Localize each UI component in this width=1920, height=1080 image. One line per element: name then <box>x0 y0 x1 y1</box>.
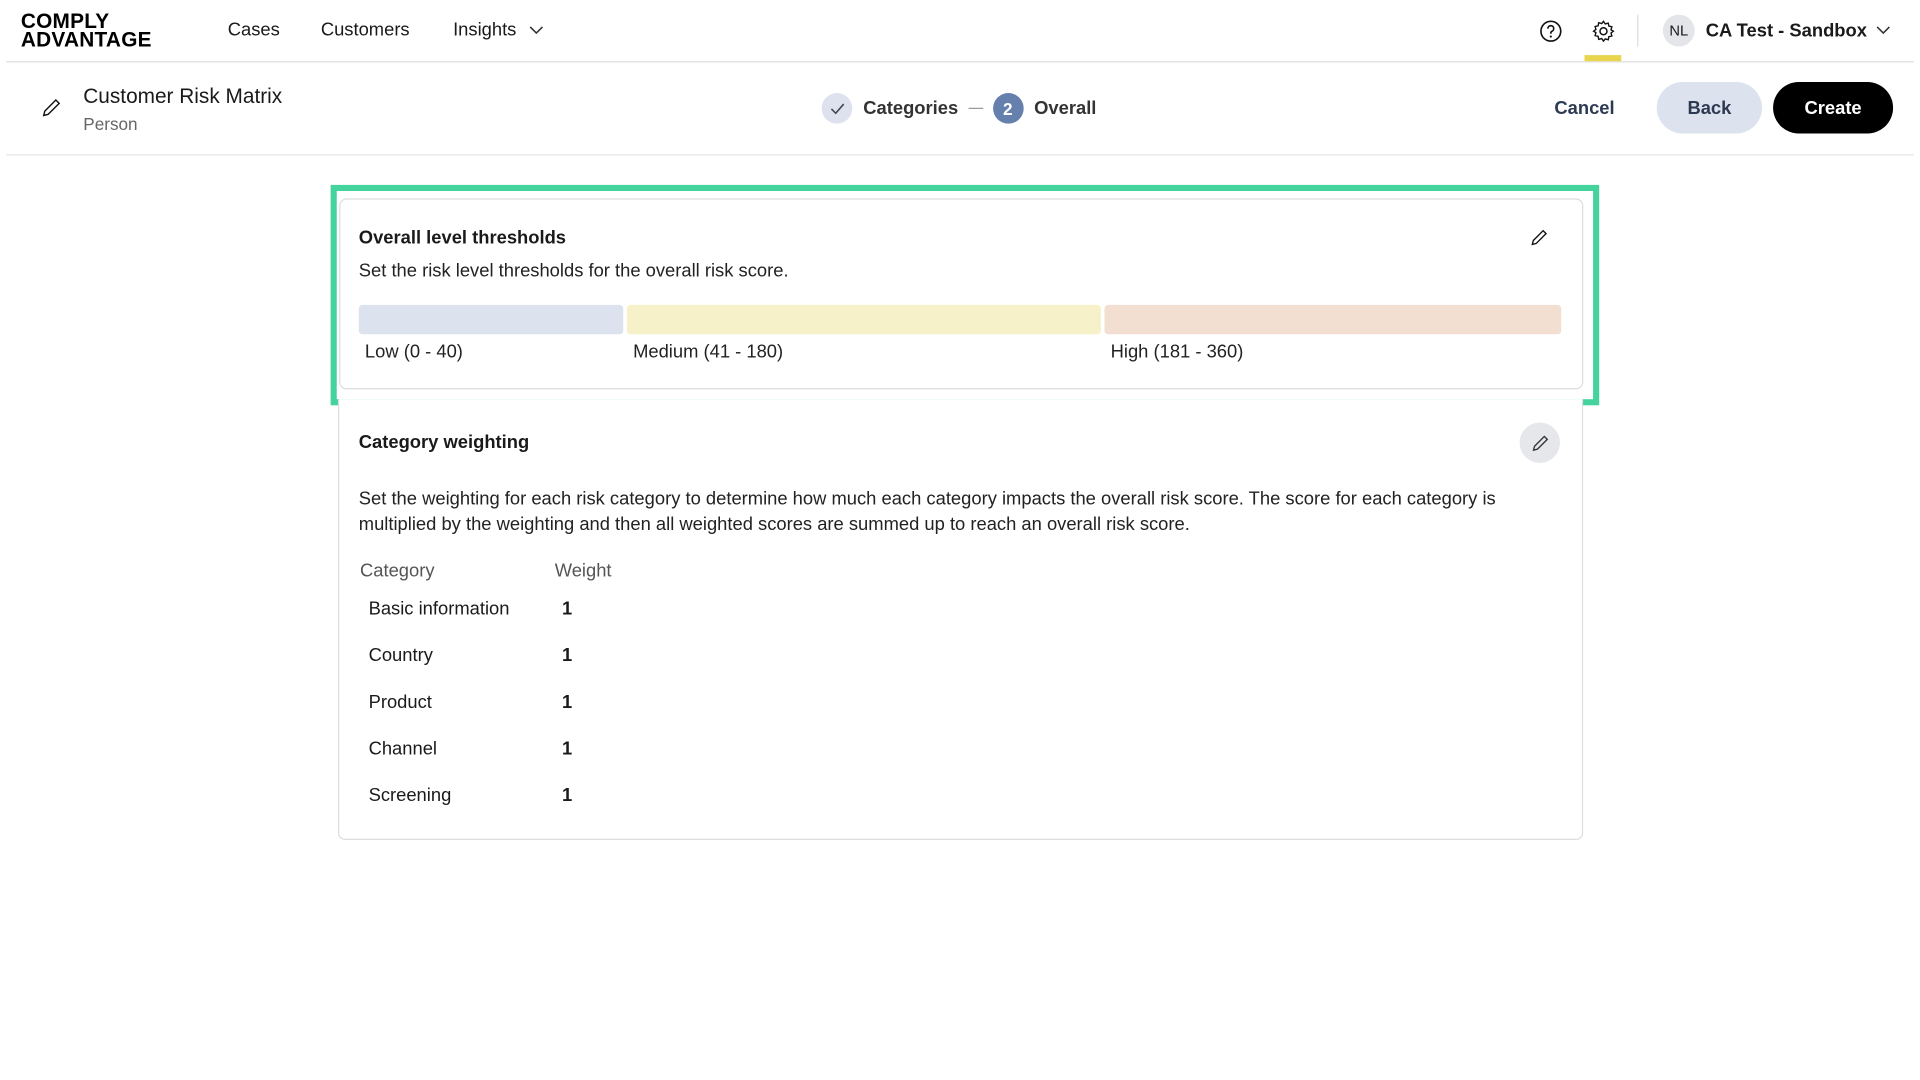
cancel-button[interactable]: Cancel <box>1554 97 1615 119</box>
logo-line-1: COMPLY <box>20 9 110 34</box>
thresholds-description: Set the risk level thresholds for the ov… <box>358 260 789 282</box>
settings-gear-icon[interactable] <box>1591 18 1615 42</box>
step-connector <box>968 107 983 109</box>
settings-active-indicator <box>1584 55 1622 62</box>
row-category: Basic information <box>368 598 510 620</box>
row-weight: 1 <box>562 691 573 713</box>
threshold-bar-medium <box>626 304 1101 335</box>
edit-pencil-icon[interactable] <box>39 96 63 120</box>
threshold-bar-high <box>1104 304 1562 335</box>
page-subtitle: Person <box>83 113 138 134</box>
top-navigation <box>6 0 1914 63</box>
row-weight: 1 <box>562 645 573 667</box>
back-button[interactable]: Back <box>1656 82 1763 134</box>
step-number-badge: 2 <box>992 93 1024 124</box>
edit-weighting-pencil-icon[interactable] <box>1519 422 1561 463</box>
threshold-label-medium: Medium (41 - 180) <box>633 341 784 363</box>
nav-insights-label: Insights <box>453 19 517 41</box>
threshold-label-high: High (181 - 360) <box>1110 341 1244 363</box>
nav-cases[interactable]: Cases <box>227 19 280 41</box>
help-icon[interactable] <box>1538 18 1562 42</box>
column-header-weight: Weight <box>554 560 612 582</box>
threshold-bar-low <box>358 304 624 335</box>
account-menu[interactable]: NL CA Test - Sandbox <box>1662 14 1890 47</box>
step-categories: Categories <box>863 97 959 119</box>
page-header <box>6 62 1914 156</box>
chevron-down-icon <box>1876 26 1890 35</box>
divider <box>1637 14 1639 47</box>
category-weighting-card <box>337 399 1584 841</box>
row-weight: 1 <box>562 784 573 806</box>
check-icon <box>821 93 853 124</box>
row-weight: 1 <box>562 738 573 760</box>
edit-thresholds-pencil-icon[interactable] <box>1528 227 1550 249</box>
thresholds-title: Overall level thresholds <box>358 227 567 249</box>
nav-customers[interactable]: Customers <box>320 19 410 41</box>
row-category: Country <box>368 645 433 667</box>
threshold-label-low: Low (0 - 40) <box>364 341 463 363</box>
account-name: CA Test - Sandbox <box>1705 20 1867 42</box>
weighting-description: Set the weighting for each risk category… <box>358 488 1496 536</box>
create-button[interactable]: Create <box>1773 82 1894 134</box>
row-category: Screening <box>368 784 452 806</box>
row-category: Channel <box>368 738 438 760</box>
step-overall: Overall <box>1034 97 1097 119</box>
row-weight: 1 <box>562 598 573 620</box>
column-header-category: Category <box>360 560 435 582</box>
row-category: Product <box>368 691 432 713</box>
page-title: Customer Risk Matrix <box>83 84 283 108</box>
avatar: NL <box>1662 14 1695 47</box>
chevron-down-icon <box>529 26 543 35</box>
weighting-title: Category weighting <box>358 432 530 454</box>
logo-line-2: ADVANTAGE <box>20 28 152 52</box>
logo[interactable]: COMPLY ADVANTAGE <box>20 9 152 52</box>
overall-thresholds-card <box>339 198 1584 390</box>
stepper: Categories 2 Overall <box>821 93 1097 124</box>
nav-insights[interactable]: Insights <box>453 19 543 41</box>
